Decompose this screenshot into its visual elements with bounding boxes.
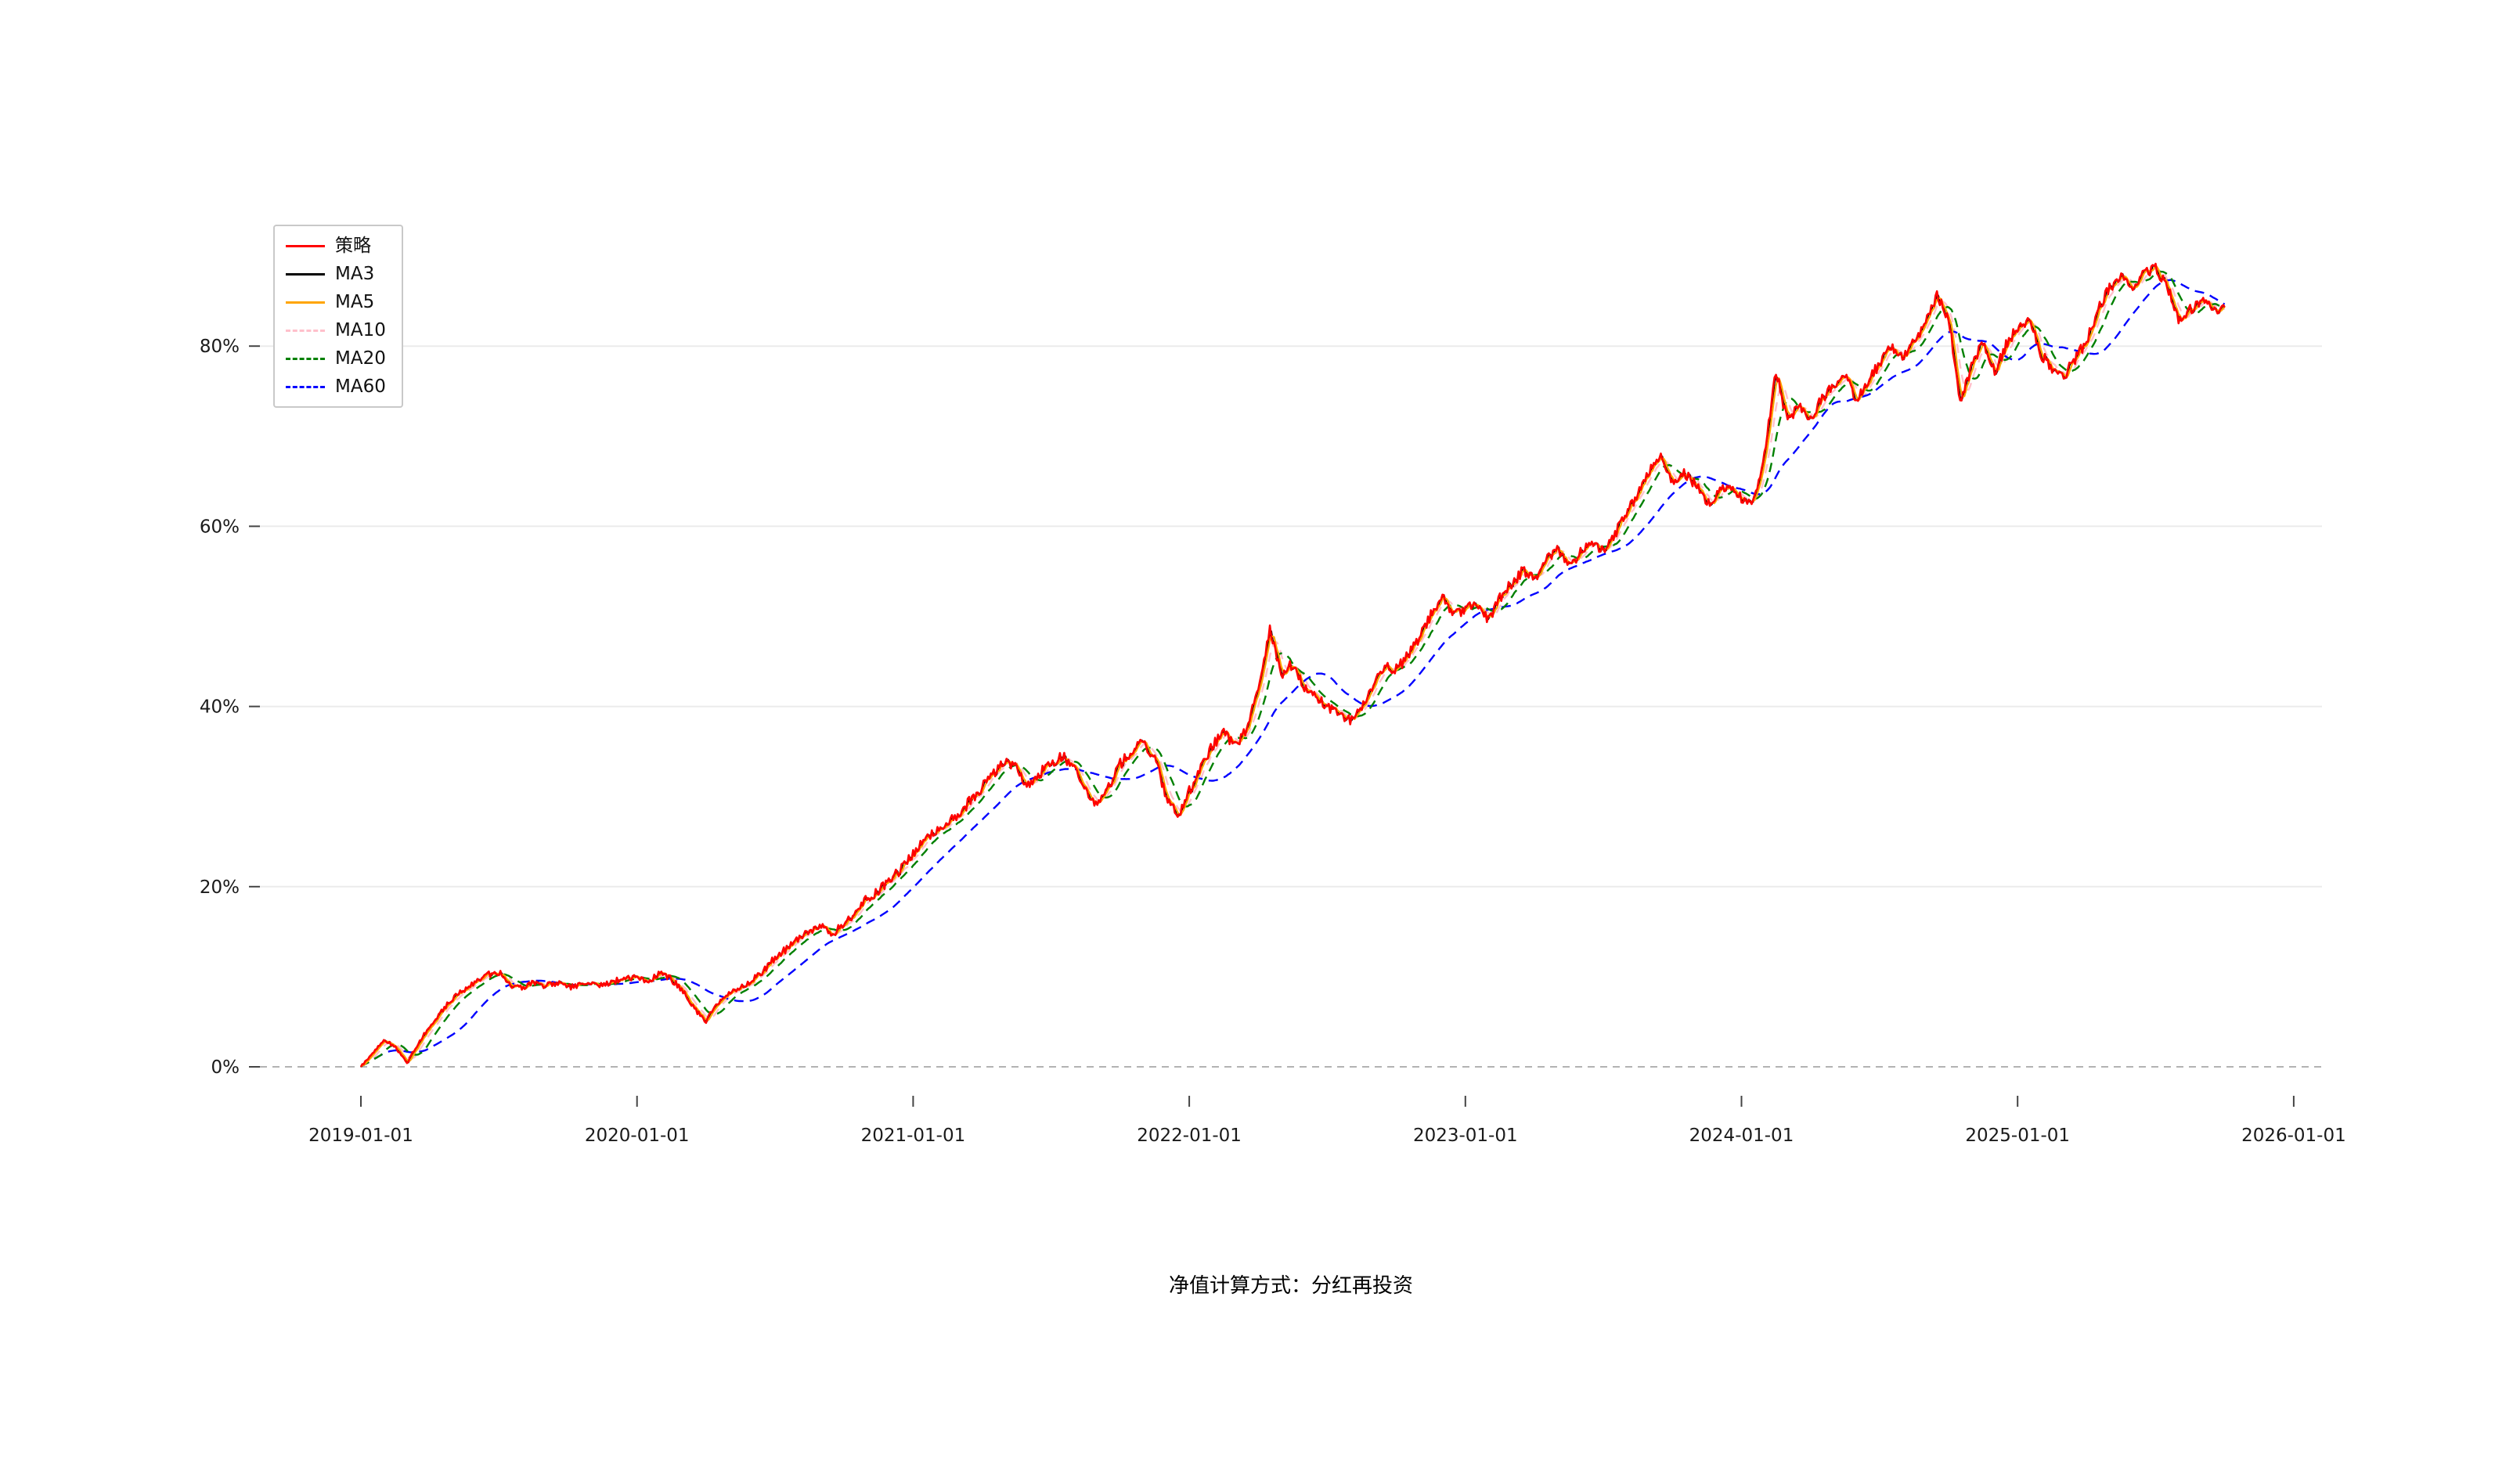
x-tick-label: 2019-01-01 xyxy=(308,1126,413,1146)
x-tick-label: 2020-01-01 xyxy=(585,1126,690,1146)
legend-item-strategy: 策略 xyxy=(286,236,386,256)
chart-legend: 策略 MA3 MA5 MA10 MA20 MA60 xyxy=(273,225,403,408)
legend-line-sample-ma3 xyxy=(286,272,325,276)
legend-label-ma60: MA60 xyxy=(335,376,386,397)
y-tick-label: 20% xyxy=(200,877,240,898)
y-tick-label: 80% xyxy=(200,337,240,357)
x-tick-label: 2022-01-01 xyxy=(1137,1126,1242,1146)
legend-label-ma5: MA5 xyxy=(335,291,375,312)
series-line-ma20 xyxy=(360,270,2226,1068)
x-tick-label: 2026-01-01 xyxy=(2241,1126,2346,1146)
legend-label-strategy: 策略 xyxy=(335,235,371,256)
y-tick-label: 60% xyxy=(200,517,240,537)
x-tick-label: 2023-01-01 xyxy=(1413,1126,1518,1146)
legend-line-sample-strategy xyxy=(286,244,325,247)
legend-item-ma60: MA60 xyxy=(286,376,386,397)
y-tick-label: 40% xyxy=(200,697,240,718)
legend-line-sample-ma10 xyxy=(286,329,325,332)
x-tick-label: 2024-01-01 xyxy=(1689,1126,1794,1146)
legend-label-ma20: MA20 xyxy=(335,348,386,369)
y-tick-label: 0% xyxy=(211,1057,240,1078)
legend-line-sample-ma5 xyxy=(286,301,325,304)
legend-item-ma20: MA20 xyxy=(286,348,386,369)
series-line-ma5 xyxy=(360,264,2226,1068)
legend-item-ma10: MA10 xyxy=(286,320,386,340)
x-tick-label: 2021-01-01 xyxy=(861,1126,966,1146)
legend-item-ma3: MA3 xyxy=(286,264,386,284)
legend-label-ma10: MA10 xyxy=(335,319,386,340)
legend-line-sample-ma60 xyxy=(286,385,325,388)
legend-line-sample-ma20 xyxy=(286,357,325,360)
chart-caption: 净值计算方式：分红再投资 xyxy=(1168,1274,1414,1298)
legend-item-ma5: MA5 xyxy=(286,292,386,312)
legend-label-ma3: MA3 xyxy=(335,263,375,284)
series-line-strategy xyxy=(359,262,2226,1068)
series-line-ma60 xyxy=(360,279,2226,1068)
x-tick-label: 2025-01-01 xyxy=(1965,1126,2070,1146)
